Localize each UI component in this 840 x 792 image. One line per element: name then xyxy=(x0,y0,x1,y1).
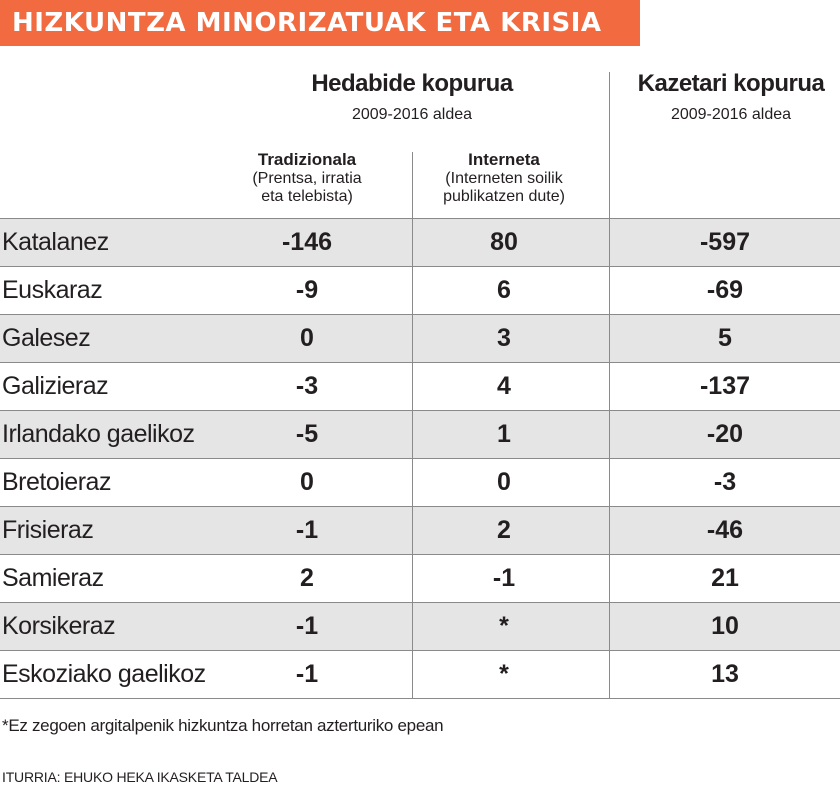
language-cell: Euskaraz xyxy=(2,276,103,304)
language-cell: Eskoziako gaelikoz xyxy=(2,660,206,688)
media-count-header: Hedabide kopurua 2009-2016 aldea xyxy=(232,70,592,124)
language-cell: Bretoieraz xyxy=(2,468,111,496)
language-cell: Katalanez xyxy=(2,228,109,256)
divider-line xyxy=(609,72,610,218)
internet-column-header: Interneta (Interneten soilik publikatzen… xyxy=(418,150,590,206)
internet-value: 6 xyxy=(497,276,511,304)
journalists-value: -597 xyxy=(699,228,751,256)
traditional-value: -146 xyxy=(281,228,333,256)
table-row: Eskoziako gaelikoz -1 * 13 xyxy=(0,650,840,699)
table-row: Samieraz 2 -1 21 xyxy=(0,554,840,602)
table-row: Irlandako gaelikoz -5 1 -20 xyxy=(0,410,840,458)
journalists-value: 21 xyxy=(711,564,739,592)
table-row: Korsikeraz -1 * 10 xyxy=(0,602,840,650)
journalists-value: 13 xyxy=(711,660,739,688)
journalists-value: 10 xyxy=(711,612,739,640)
media-count-subtitle: 2009-2016 aldea xyxy=(351,106,473,123)
internet-column-note-line2: publikatzen dute) xyxy=(443,188,565,205)
language-cell: Galizieraz xyxy=(2,372,109,400)
internet-value: * xyxy=(499,612,509,640)
language-cell: Irlandako gaelikoz xyxy=(2,420,195,448)
internet-column-note-line1: (Interneten soilik xyxy=(445,170,563,187)
journalist-count-subtitle: 2009-2016 aldea xyxy=(670,106,792,123)
internet-value: 4 xyxy=(497,372,511,400)
internet-value: 2 xyxy=(497,516,511,544)
language-cell: Korsikeraz xyxy=(2,612,116,640)
journalists-value: 5 xyxy=(718,324,732,352)
internet-value: 1 xyxy=(497,420,511,448)
traditional-value: 2 xyxy=(300,564,314,592)
internet-value: 80 xyxy=(490,228,518,256)
language-cell: Samieraz xyxy=(2,564,104,592)
divider-line xyxy=(412,218,413,699)
traditional-value: 0 xyxy=(300,324,314,352)
traditional-column-header: Tradizionala (Prentsa, irratia eta teleb… xyxy=(222,150,392,206)
language-cell: Galesez xyxy=(2,324,91,352)
table-row: Bretoieraz 0 0 -3 xyxy=(0,458,840,506)
traditional-value: -1 xyxy=(295,516,319,544)
traditional-column-title: Tradizionala xyxy=(257,150,357,169)
divider-line xyxy=(412,152,413,218)
journalists-value: -137 xyxy=(699,372,751,400)
journalists-value: -69 xyxy=(706,276,744,304)
traditional-value: -5 xyxy=(295,420,319,448)
journalists-value: -46 xyxy=(706,516,744,544)
internet-value: 0 xyxy=(497,468,511,496)
traditional-column-note-line2: eta telebista) xyxy=(261,188,353,205)
journalists-value: -20 xyxy=(706,420,744,448)
journalist-count-title: Kazetari kopurua xyxy=(637,70,825,97)
traditional-value: -3 xyxy=(295,372,319,400)
traditional-value: -9 xyxy=(295,276,319,304)
journalists-value: -3 xyxy=(713,468,737,496)
internet-column-title: Interneta xyxy=(468,150,540,169)
data-table: Katalanez -146 80 -597 Euskaraz -9 6 -69… xyxy=(0,218,840,699)
traditional-value: 0 xyxy=(300,468,314,496)
internet-value: * xyxy=(499,660,509,688)
journalist-count-header: Kazetari kopurua 2009-2016 aldea xyxy=(616,70,840,124)
language-cell: Frisieraz xyxy=(2,516,94,544)
table-row: Euskaraz -9 6 -69 xyxy=(0,266,840,314)
internet-value: 3 xyxy=(497,324,511,352)
table-row: Galizieraz -3 4 -137 xyxy=(0,362,840,410)
page-title: HIZKUNTZA MINORIZATUAK ETA KRISIA xyxy=(0,0,640,46)
table-row: Frisieraz -1 2 -46 xyxy=(0,506,840,554)
traditional-column-note-line1: (Prentsa, irratia xyxy=(252,170,362,187)
divider-line xyxy=(609,218,610,699)
table-row: Galesez 0 3 5 xyxy=(0,314,840,362)
source-credit: ITURRIA: EHUKO HEKA IKASKETA TALDEA xyxy=(2,769,278,785)
internet-value: -1 xyxy=(492,564,516,592)
traditional-value: -1 xyxy=(295,612,319,640)
media-count-title: Hedabide kopurua xyxy=(311,70,513,97)
table-row: Katalanez -146 80 -597 xyxy=(0,218,840,266)
footnote: *Ez zegoen argitalpenik hizkuntza horret… xyxy=(2,716,444,735)
traditional-value: -1 xyxy=(295,660,319,688)
